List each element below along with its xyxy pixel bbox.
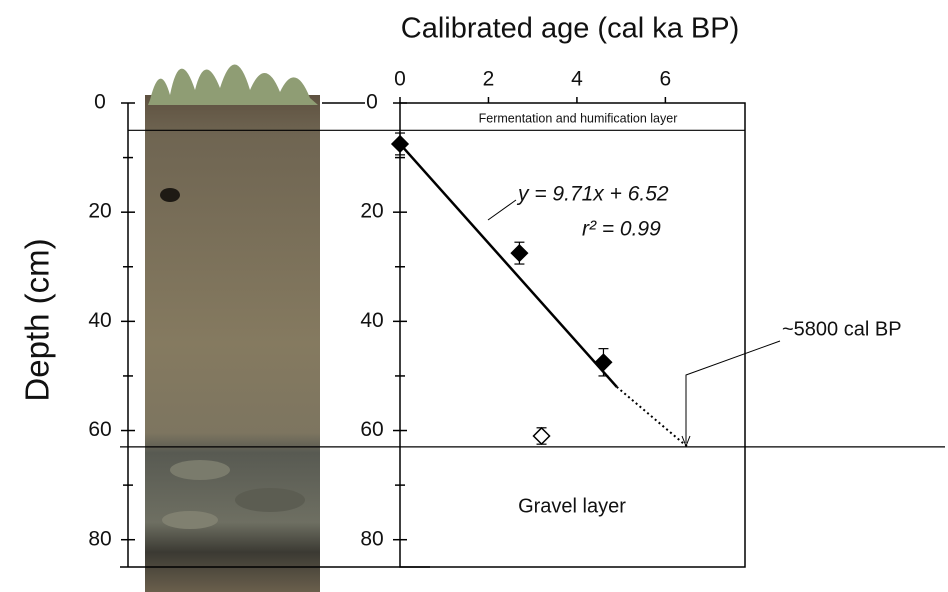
equation-pointer: [488, 200, 516, 220]
soil-photo: [145, 64, 320, 592]
y-tick-label: 0: [94, 91, 106, 114]
y-tick-label: 40: [360, 309, 383, 332]
equation: y = 9.71x + 6.52: [516, 183, 669, 206]
y-tick-label: 20: [360, 200, 383, 223]
extrapolation-line: [617, 387, 688, 447]
regression-line: [400, 144, 617, 387]
layer-label: Gravel layer: [518, 495, 626, 517]
figure: Calibrated age (cal ka BP) Depth (cm) y …: [0, 0, 948, 592]
data-point: [595, 354, 611, 370]
y-tick-label: 0: [366, 91, 378, 114]
y-tick-label: 20: [88, 200, 111, 223]
y-tick-label: 60: [88, 418, 111, 441]
x-tick-label: 0: [394, 68, 406, 91]
x-tick-label: 4: [571, 68, 583, 91]
r-squared: r² = 0.99: [582, 218, 661, 241]
x-tick-label: 2: [483, 68, 495, 91]
layer-label: Fermentation and humification layer: [479, 111, 678, 125]
annotation-pointer: [686, 341, 780, 443]
chart-title: Calibrated age (cal ka BP): [401, 13, 740, 45]
data-point: [511, 245, 527, 261]
y-tick-label: 80: [88, 527, 111, 550]
y-tick-label: 40: [88, 309, 111, 332]
y-tick-label: 60: [360, 418, 383, 441]
x-tick-label: 6: [660, 68, 672, 91]
y-axis-label: Depth (cm): [19, 238, 56, 401]
y-tick-label: 80: [360, 527, 383, 550]
data-point: [534, 428, 550, 444]
annotation: ~5800 cal BP: [782, 318, 902, 340]
